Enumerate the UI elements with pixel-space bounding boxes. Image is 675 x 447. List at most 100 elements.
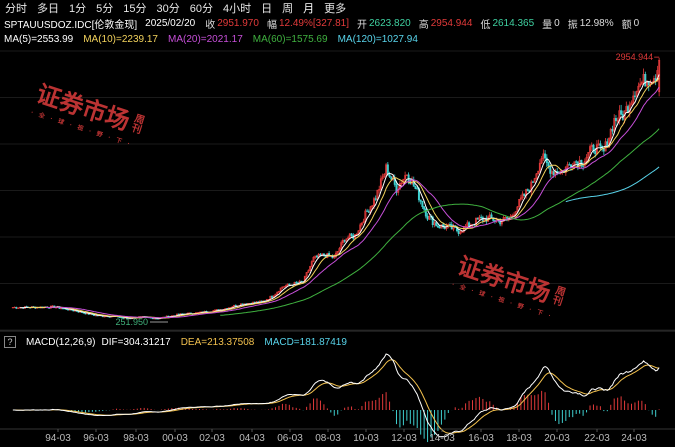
period-tab[interactable]: 30分 — [156, 3, 180, 15]
candle-body — [537, 170, 540, 175]
period-tab[interactable]: 1分 — [69, 3, 87, 15]
x-axis-tick-label: 94-03 — [45, 433, 71, 444]
candle-body — [405, 174, 408, 176]
amount-value: 0 — [633, 18, 640, 29]
x-axis-tick-label: 98-03 — [123, 433, 149, 444]
candle-body — [367, 211, 370, 213]
change-value: 12.49%[327.81] — [278, 18, 349, 29]
candle-body — [283, 286, 286, 288]
candle-body — [609, 128, 612, 139]
candle-body — [60, 308, 63, 310]
ma60-label: MA(60)=1575.69 — [252, 33, 328, 45]
candle-body — [535, 173, 538, 179]
period-tab[interactable]: 月 — [303, 3, 315, 15]
candle-body — [312, 256, 315, 262]
period-tab[interactable]: 多日 — [37, 3, 59, 15]
symbol-name: SPTAUUSDOZ.IDC[伦敦金现] — [4, 20, 138, 31]
candle-body — [542, 153, 545, 159]
candle-body — [589, 146, 592, 153]
candle-body — [305, 272, 308, 277]
candle-body — [533, 178, 536, 183]
candle-body — [438, 226, 441, 229]
candle-body — [540, 158, 543, 164]
candle-body — [436, 225, 439, 228]
x-axis-tick-label: 08-03 — [315, 433, 341, 444]
candle-body — [316, 255, 318, 258]
candle-body — [519, 197, 522, 200]
candle-body — [345, 238, 348, 242]
help-icon[interactable]: ? — [4, 336, 16, 348]
candle-body — [526, 189, 529, 192]
x-axis-tick-label: 18-03 — [506, 433, 532, 444]
candle-body — [611, 128, 614, 132]
candle-body — [271, 295, 274, 298]
x-axis-tick-label: 24-03 — [621, 433, 647, 444]
ma120-line — [565, 166, 660, 203]
candle-body — [587, 152, 590, 158]
candle-body — [381, 176, 384, 180]
ma120-label: MA(120)=1027.94 — [337, 33, 418, 45]
period-tab[interactable]: 15分 — [123, 3, 147, 15]
period-tab[interactable]: 60分 — [189, 3, 213, 15]
candle-body — [512, 214, 515, 216]
candle-body — [360, 222, 363, 226]
close-value: 2951.970 — [217, 18, 259, 29]
period-tab[interactable]: 5分 — [96, 3, 114, 15]
candle-body — [433, 222, 436, 225]
close-label: 收 — [205, 20, 216, 31]
candle-body — [530, 181, 533, 193]
candle-body — [566, 164, 569, 168]
macd-title: MACD(12,26,9) — [26, 336, 96, 348]
quote-bar: SPTAUUSDOZ.IDC[伦敦金现] 2025/02/20 收 2951.9… — [0, 16, 675, 31]
candle-body — [488, 214, 491, 218]
candle-body — [506, 217, 509, 219]
candle-body — [284, 285, 287, 288]
candle-body — [350, 233, 353, 236]
candle-body — [614, 118, 617, 122]
high-label: 高 — [418, 20, 429, 31]
candle-body — [478, 216, 481, 220]
candle-body — [523, 193, 526, 196]
low-label: 低 — [480, 20, 491, 31]
period-tab[interactable]: 更多 — [324, 3, 347, 15]
candle-body — [177, 313, 180, 315]
amount-label: 额 — [621, 20, 632, 31]
dea-label: DEA=213.37508 — [180, 336, 255, 348]
ma60-line — [220, 128, 660, 316]
macd-legend: ? MACD(12,26,9) DIF=304.31217 DEA=213.37… — [0, 335, 675, 349]
candle-body — [395, 184, 398, 193]
candle-body — [637, 85, 640, 92]
candle-body — [547, 162, 550, 167]
period-tab[interactable]: 分时 — [5, 3, 27, 15]
period-tab[interactable]: 日 — [261, 3, 273, 15]
x-axis-tick-label: 06-03 — [277, 433, 303, 444]
candle-body — [215, 309, 218, 311]
candle-body — [419, 199, 422, 202]
candle-body — [466, 222, 469, 227]
high-value: 2954.944 — [430, 18, 473, 29]
candle-body — [435, 222, 438, 227]
candle-body — [61, 308, 64, 310]
ma5-line — [19, 74, 660, 320]
candle-body — [400, 182, 403, 185]
candle-body — [459, 231, 462, 234]
volume-label: 量 — [542, 20, 553, 31]
candle-body — [359, 224, 362, 231]
period-tab[interactable]: 4小时 — [223, 3, 252, 15]
candle-body — [386, 164, 389, 176]
candle-body — [623, 110, 626, 120]
candle-body — [347, 237, 350, 240]
volume-value: 0 — [554, 18, 560, 29]
candle-body — [511, 215, 514, 217]
candle-body — [94, 315, 97, 317]
candle-body — [383, 173, 386, 178]
candle-body — [103, 316, 106, 318]
candle-body — [424, 208, 427, 217]
candle-body — [385, 164, 388, 175]
candle-body — [276, 291, 279, 295]
amplitude-value: 12.98% — [579, 18, 614, 29]
candle-body — [416, 188, 419, 190]
period-tab[interactable]: 周 — [282, 3, 294, 15]
period-toolbar: 分时 多日 1分 5分 15分 30分 60分 4小时日周月更多 — [0, 0, 675, 16]
